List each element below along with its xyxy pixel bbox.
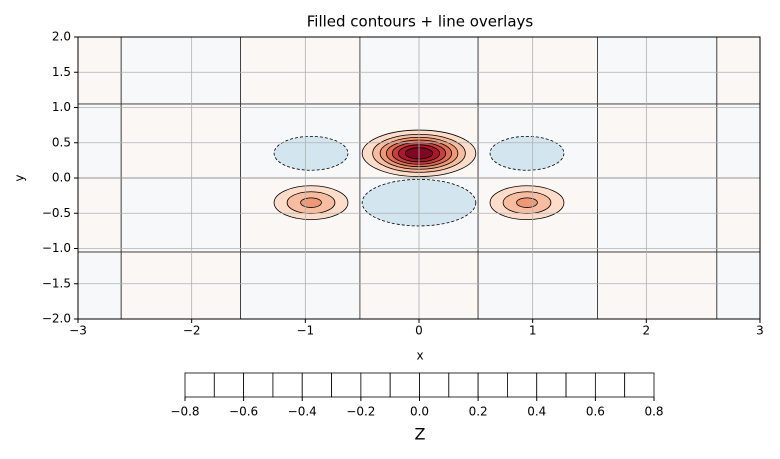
contour-cell — [716, 251, 760, 319]
contour-level — [300, 197, 322, 208]
colorbar-bin — [448, 372, 479, 398]
colorbar-bin — [594, 372, 626, 398]
contour-cell — [78, 177, 122, 253]
contour-cell — [597, 177, 718, 253]
contour-cell — [597, 37, 718, 105]
y-tick-label: −1.5 — [42, 276, 71, 290]
contour-level — [516, 197, 538, 208]
colorbar-bin — [272, 372, 303, 398]
colorbar-bin — [419, 372, 450, 398]
axes-frame — [77, 36, 761, 320]
y-tick-label: −0.5 — [42, 206, 71, 220]
colorbar-bin — [507, 372, 538, 398]
x-tick-label: 0 — [415, 324, 423, 338]
colorbar-bin — [184, 372, 215, 398]
contour-cell — [477, 251, 598, 319]
contour-cell — [120, 103, 241, 179]
colorbar-tick-label: 0.6 — [586, 405, 605, 419]
colorbar-bin — [389, 372, 420, 398]
x-tick-label: −1 — [296, 324, 314, 338]
contour-cell — [597, 251, 718, 319]
x-tick-label: −2 — [183, 324, 201, 338]
y-tick-label: −1.0 — [42, 241, 71, 255]
contour-cell — [716, 103, 760, 179]
contour-cell — [240, 251, 361, 319]
contour-cell — [78, 103, 122, 179]
colorbar-bin — [477, 372, 508, 398]
colorbar-bin — [331, 372, 362, 398]
x-tick-label: 3 — [756, 324, 764, 338]
y-tick-label: 0.5 — [52, 135, 71, 149]
colorbar-bin — [213, 372, 245, 398]
colorbar-label: Z — [415, 425, 426, 444]
colorbar-tick-label: −0.6 — [229, 405, 258, 419]
y-tick-label: 2.0 — [52, 30, 71, 44]
contour-cell — [120, 177, 241, 253]
y-tick-label: 1.0 — [52, 100, 71, 114]
chart-title: Filled contours + line overlays — [307, 13, 534, 31]
y-tick-label: 0.0 — [52, 171, 71, 185]
colorbar-tick-label: 0.8 — [644, 405, 663, 419]
contour-cell — [240, 37, 361, 105]
colorbar-bin — [301, 372, 332, 398]
contour-cell — [78, 251, 122, 319]
x-tick-label: −3 — [69, 324, 87, 338]
colorbar-tick-label: −0.8 — [170, 405, 199, 419]
contour-cell — [716, 177, 760, 253]
colorbar-tick-label: −0.4 — [288, 405, 317, 419]
colorbar-tick-label: −0.2 — [346, 405, 375, 419]
contour-cell — [120, 251, 241, 319]
colorbar-bin — [243, 372, 274, 398]
contour-level — [273, 136, 349, 171]
colorbar-tick-label: 0.4 — [527, 405, 546, 419]
y-tick-label: 1.5 — [52, 65, 71, 79]
contour-cell — [120, 37, 241, 105]
colorbar-bin — [624, 372, 655, 398]
contour-cell — [716, 37, 760, 105]
x-tick-label: 2 — [643, 324, 651, 338]
contour-cell — [477, 37, 598, 105]
colorbar-bin — [565, 372, 596, 398]
colorbar-tick-label: 0.0 — [410, 405, 429, 419]
plot-area — [78, 37, 760, 319]
colorbar-bin — [360, 372, 391, 398]
colorbar-bin — [536, 372, 567, 398]
contour-level — [489, 136, 565, 171]
x-axis-label: x — [416, 349, 423, 363]
x-tick-label: 1 — [529, 324, 537, 338]
y-tick-label: −2.0 — [42, 312, 71, 326]
y-axis-label: y — [13, 174, 27, 181]
colorbar-tick-label: 0.2 — [469, 405, 488, 419]
contour-cell — [78, 37, 122, 105]
contour-cell — [597, 103, 718, 179]
